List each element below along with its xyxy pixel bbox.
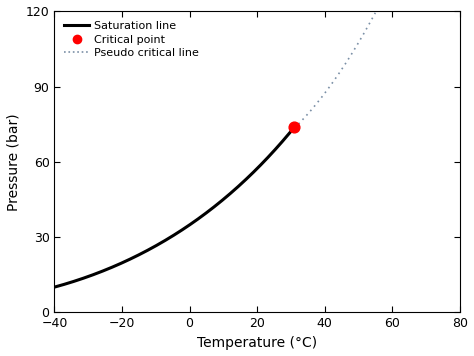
Point (291, 124, 298, 130)
X-axis label: Temperature (°C): Temperature (°C) (197, 336, 317, 350)
Legend: Saturation line, Critical point, Pseudo critical line: Saturation line, Critical point, Pseudo … (60, 17, 204, 62)
Y-axis label: Pressure (bar): Pressure (bar) (6, 113, 20, 211)
